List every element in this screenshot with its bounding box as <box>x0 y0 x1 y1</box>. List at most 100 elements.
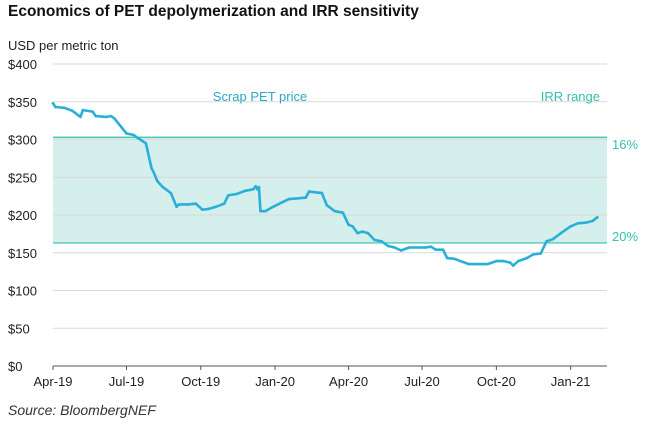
data-point <box>161 185 165 189</box>
data-point <box>281 200 284 204</box>
x-tick-label: Jan-20 <box>255 374 295 389</box>
data-point <box>304 196 308 199</box>
data-point <box>584 221 588 224</box>
data-point <box>144 142 148 145</box>
data-point <box>415 246 419 249</box>
data-point <box>132 133 136 137</box>
data-point <box>155 179 159 183</box>
data-point <box>254 185 257 188</box>
data-point <box>551 237 555 241</box>
data-point <box>120 126 123 129</box>
data-point <box>51 102 55 105</box>
data-point <box>81 108 85 112</box>
data-point <box>270 206 274 209</box>
data-point <box>333 209 337 213</box>
data-point <box>393 246 396 249</box>
x-tick-label: Jul-19 <box>109 374 144 389</box>
source-note: Source: BloombergNEF <box>8 402 156 418</box>
data-point <box>226 194 230 197</box>
data-point <box>105 115 108 119</box>
data-point <box>380 240 384 243</box>
data-point <box>539 252 543 255</box>
data-point <box>113 117 116 120</box>
x-tick-label: Apr-19 <box>33 374 72 389</box>
x-tick-label: Apr-20 <box>329 374 368 389</box>
data-point <box>264 209 267 213</box>
y-tick-label: $350 <box>8 95 37 110</box>
data-point <box>434 248 438 251</box>
y-tick-label: $300 <box>8 133 37 148</box>
data-point <box>214 205 218 208</box>
data-point <box>559 231 563 235</box>
data-point <box>79 115 82 119</box>
data-point <box>453 257 456 261</box>
data-point <box>175 205 178 208</box>
data-point <box>502 259 505 263</box>
data-point <box>399 249 403 252</box>
x-tick-label: Oct-19 <box>181 374 220 389</box>
data-point <box>177 203 181 206</box>
data-point <box>569 225 572 228</box>
data-point <box>206 207 210 211</box>
data-point <box>445 256 449 260</box>
data-point <box>252 188 255 191</box>
data-point <box>461 260 464 264</box>
data-point <box>186 203 190 206</box>
irr-lower-label: 20% <box>612 229 638 244</box>
data-point <box>351 225 354 228</box>
data-point <box>356 231 359 235</box>
data-point <box>71 109 74 113</box>
data-point <box>347 223 350 227</box>
irr-upper-label: 16% <box>612 137 638 152</box>
y-tick-label: $400 <box>8 57 37 72</box>
y-tick-label: $0 <box>8 359 22 374</box>
data-point <box>532 253 535 256</box>
y-tick-label: $100 <box>8 284 37 299</box>
data-point <box>235 192 239 196</box>
data-point <box>591 219 594 223</box>
y-tick-label: $150 <box>8 246 37 261</box>
data-point <box>495 259 498 263</box>
x-tick-label: Jan-21 <box>551 374 591 389</box>
data-point <box>508 261 512 264</box>
data-point <box>307 190 311 193</box>
data-point <box>257 185 261 189</box>
data-point <box>512 264 515 267</box>
data-point <box>63 106 66 110</box>
data-point <box>150 166 153 170</box>
data-point <box>341 211 345 214</box>
data-point <box>222 202 226 205</box>
y-tick-label: $250 <box>8 170 37 185</box>
data-point <box>54 105 57 109</box>
y-tick-label: $200 <box>8 208 37 223</box>
data-point <box>125 132 128 135</box>
data-point <box>255 188 259 191</box>
data-point <box>136 136 140 140</box>
data-point <box>545 240 548 243</box>
x-tick-label: Jul-20 <box>404 374 439 389</box>
data-point <box>169 191 173 195</box>
data-point <box>486 262 489 266</box>
data-point <box>525 256 529 260</box>
data-point <box>516 259 520 263</box>
data-point <box>478 262 481 266</box>
series-annotation: Scrap PET price <box>213 89 307 104</box>
data-point <box>194 202 198 205</box>
data-point <box>576 222 580 225</box>
data-point <box>287 197 291 201</box>
data-point <box>320 191 324 195</box>
data-point <box>424 246 427 249</box>
data-point <box>91 110 94 113</box>
data-point <box>325 203 329 207</box>
data-point <box>467 262 471 266</box>
data-point <box>295 197 299 200</box>
data-point <box>94 114 98 118</box>
data-point <box>243 189 247 193</box>
data-point <box>441 248 445 251</box>
data-point <box>259 209 262 213</box>
y-axis-unit-label: USD per metric ton <box>8 38 119 53</box>
data-point <box>596 216 599 219</box>
data-point <box>152 171 156 174</box>
data-point <box>109 114 113 118</box>
